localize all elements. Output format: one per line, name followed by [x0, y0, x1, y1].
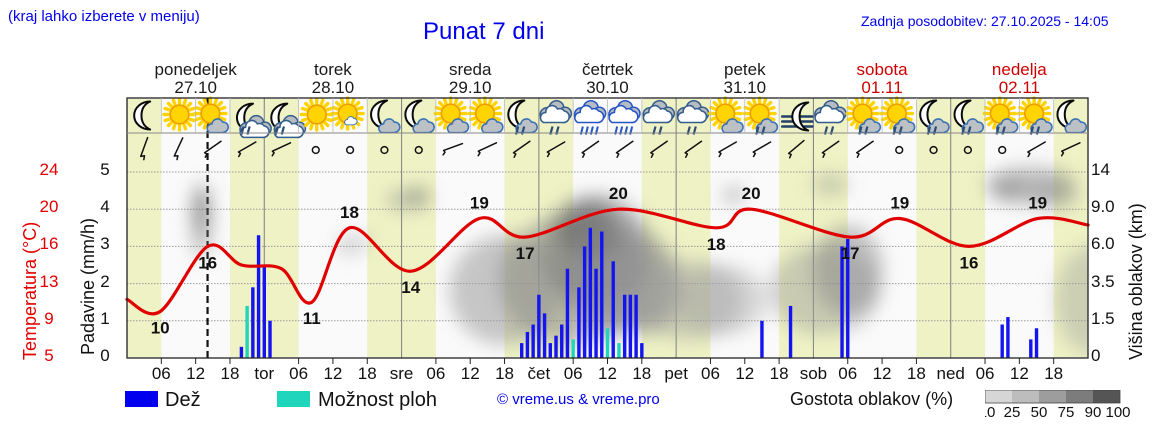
svg-text:11: 11: [303, 309, 321, 328]
svg-text:19: 19: [470, 194, 489, 213]
svg-text:17: 17: [841, 244, 860, 263]
svg-text:16: 16: [198, 253, 217, 272]
svg-text:10: 10: [151, 319, 170, 338]
svg-text:18: 18: [340, 203, 359, 222]
svg-text:20: 20: [742, 184, 761, 203]
svg-text:20: 20: [609, 184, 628, 203]
svg-text:19: 19: [890, 194, 909, 213]
svg-text:16: 16: [960, 253, 979, 272]
svg-text:19: 19: [1028, 194, 1047, 213]
svg-text:17: 17: [516, 244, 535, 263]
svg-text:18: 18: [707, 235, 726, 254]
svg-text:14: 14: [401, 278, 420, 297]
